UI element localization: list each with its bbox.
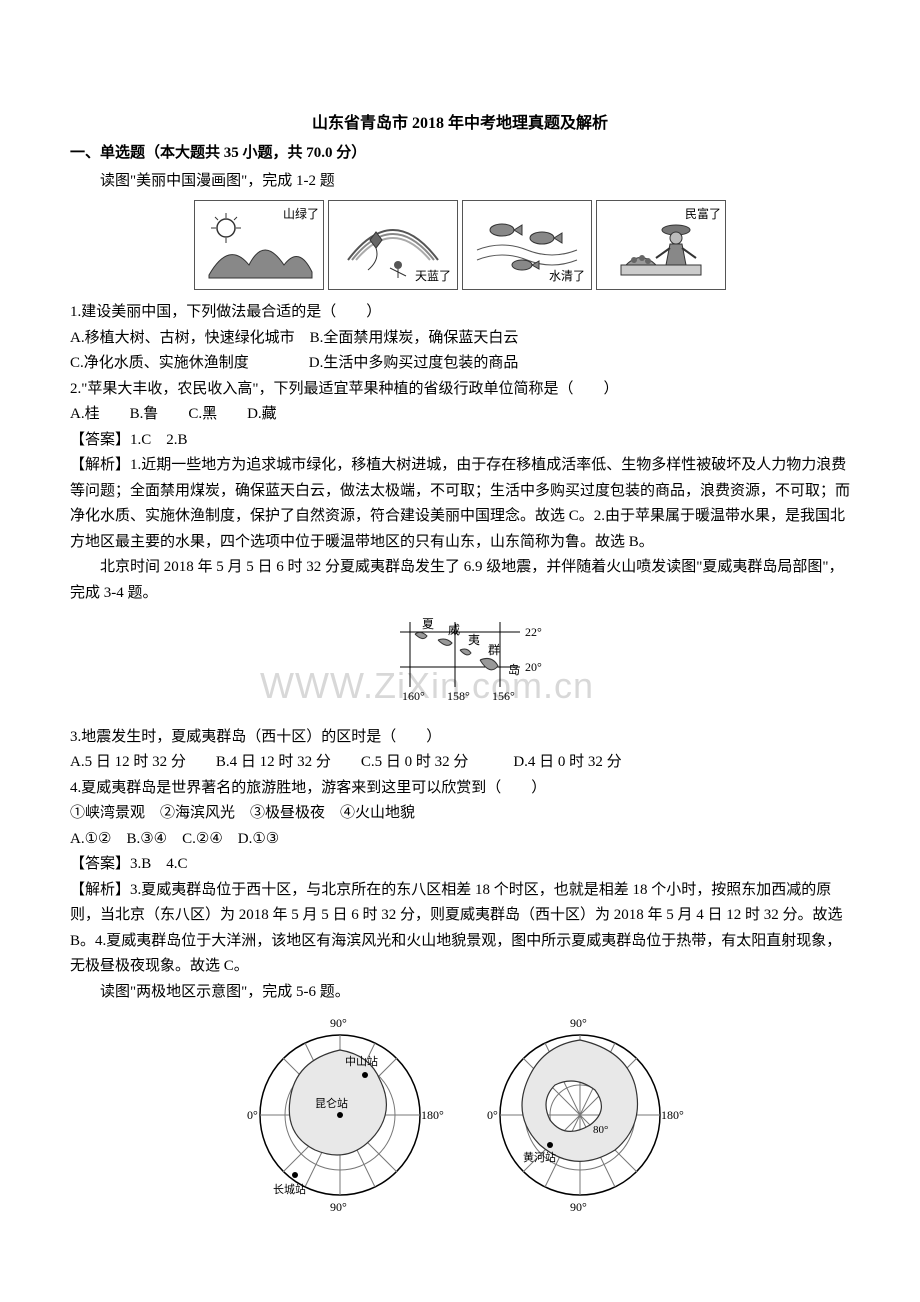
q3-options: A.5 日 12 时 32 分 B.4 日 12 时 32 分 C.5 日 0 … [70,750,850,776]
q2: 2."苹果大丰收，农民收入高"，下列最适宜苹果种植的省级行政单位简称是（ ） [70,377,850,403]
cartoon-1: 山绿了 [194,200,324,290]
document-title: 山东省青岛市 2018 年中考地理真题及解析 [70,110,850,137]
answer-1-2: 【答案】1.C 2.B [70,428,850,454]
antarctic-top-label: 90° [330,1016,347,1030]
q2-options: A.桂 B.鲁 C.黑 D.藏 [70,402,850,428]
hw-label-2: 威 [448,623,460,637]
cartoon-4: 民富了 [596,200,726,290]
explanation-3-4: 【解析】3.夏威夷群岛位于西十区，与北京所在的东八区相差 18 个时区，也就是相… [70,878,850,980]
explanation-1-2: 【解析】1.近期一些地方为追求城市绿化，移植大树进城，由于存在移植成活率低、生物… [70,453,850,555]
antarctic-map-icon: 90° 中山站 昆仑站 长城站 0° 180° 90° [235,1015,445,1215]
arctic-top-label: 90° [570,1016,587,1030]
arctic-bottom-label: 90° [570,1200,587,1214]
hw-label-4: 群 [488,643,500,657]
hw-label-3: 夷 [468,632,480,647]
lat20-label: 20° [525,660,542,674]
document-content: 山东省青岛市 2018 年中考地理真题及解析 一、单选题（本大题共 35 小题，… [70,110,850,1215]
answer-3-4: 【答案】3.B 4.C [70,852,850,878]
arctic-left-label: 0° [487,1108,498,1122]
polar-maps-row: 90° 中山站 昆仑站 长城站 0° 180° 90° 90° [70,1015,850,1215]
hawaii-map-wrap: 22° 20° 160° 158° 156° 夏 威 夷 群 岛 [70,612,850,717]
cartoon-row: 山绿了 天蓝了 [70,200,850,290]
cartoon-3-label: 水清了 [549,266,585,286]
q3: 3.地震发生时，夏威夷群岛（西十区）的区时是（ ） [70,725,850,751]
section-heading: 一、单选题（本大题共 35 小题，共 70.0 分） [70,141,850,167]
cartoon-1-label: 山绿了 [283,204,319,224]
intro-5-6: 读图"两极地区示意图"，完成 5-6 题。 [70,980,850,1006]
lat80-label: 80° [593,1124,608,1136]
intro-1-2: 读图"美丽中国漫画图"，完成 1-2 题 [70,169,850,195]
q1: 1.建设美丽中国，下列做法最合适的是（ ） [70,300,850,326]
antarctic-bottom-label: 90° [330,1200,347,1214]
q1-options-ab: A.移植大树、古树，快速绿化城市 B.全面禁用煤炭，确保蓝天白云 [70,326,850,352]
lon158-label: 158° [447,689,470,703]
zhongshan-label: 中山站 [345,1054,378,1068]
cartoon-4-label: 民富了 [685,204,721,224]
hawaii-map-icon: 22° 20° 160° 158° 156° 夏 威 夷 群 岛 [360,612,560,707]
antarctic-right-label: 180° [421,1108,444,1122]
q1-options-cd: C.净化水质、实施休渔制度 D.生活中多购买过度包装的商品 [70,351,850,377]
q4: 4.夏威夷群岛是世界著名的旅游胜地，游客来到这里可以欣赏到（ ） [70,776,850,802]
q4-options: A.①② B.③④ C.②④ D.①③ [70,827,850,853]
kunlun-label: 昆仑站 [315,1096,348,1110]
q4-stems: ①峡湾景观 ②海滨风光 ③极昼极夜 ④火山地貌 [70,801,850,827]
cartoon-2-label: 天蓝了 [415,266,451,286]
antarctic-left-label: 0° [247,1108,258,1122]
lon160-label: 160° [402,689,425,703]
cartoon-2: 天蓝了 [328,200,458,290]
huanghe-label: 黄河站 [523,1150,556,1164]
lat22-label: 22° [525,625,542,639]
hw-label-5: 岛 [508,662,520,677]
lon156-label: 156° [492,689,515,703]
cartoon-3: 水清了 [462,200,592,290]
changcheng-label: 长城站 [273,1182,306,1196]
arctic-right-label: 180° [661,1108,684,1122]
hw-label-1: 夏 [422,617,434,631]
intro-3-4: 北京时间 2018 年 5 月 5 日 6 时 32 分夏威夷群岛发生了 6.9… [70,555,850,606]
arctic-map-icon: 90° 黄河站 80° 0° 180° 90° [475,1015,685,1215]
